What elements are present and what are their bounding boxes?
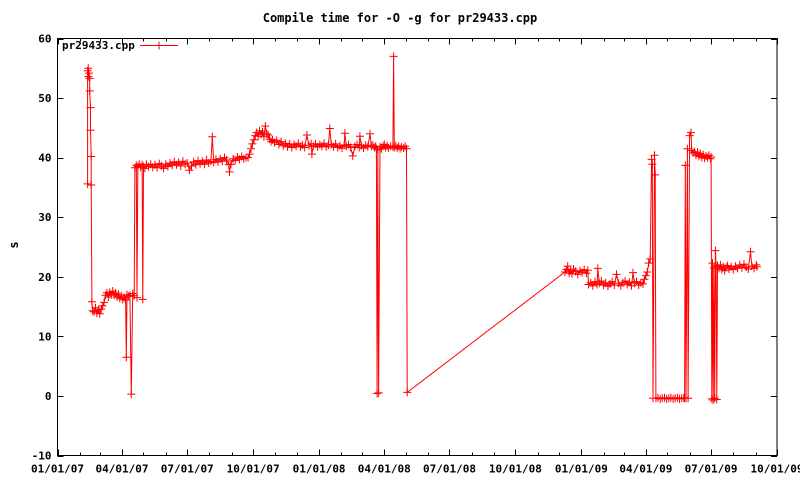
chart-title: Compile time for -O -g for pr29433.cpp	[262, 11, 538, 25]
legend-label: pr29433.cpp	[62, 39, 135, 52]
x-tick-label: 04/01/07	[96, 463, 149, 476]
x-axis-minor-ticks	[80, 38, 757, 456]
y-tick-label: -10	[32, 450, 52, 463]
legend-sample-line	[140, 41, 178, 50]
x-tick-label: 10/01/09	[751, 463, 800, 476]
y-tick-label: 40	[38, 152, 51, 165]
x-tick-label: 10/01/07	[227, 463, 280, 476]
y-tick-label: 20	[38, 271, 51, 284]
x-axis-major-ticks	[58, 38, 778, 456]
y-tick-label: 10	[38, 330, 51, 343]
y-tick-label: 60	[38, 33, 51, 46]
plot-border	[57, 38, 778, 456]
series-line	[87, 56, 758, 401]
x-tick-label: 07/01/08	[423, 463, 476, 476]
x-tick-label: 04/01/08	[358, 463, 411, 476]
x-tick-label: 04/01/09	[619, 463, 672, 476]
x-tick-label: 01/01/09	[555, 463, 608, 476]
y-tick-label: 30	[38, 211, 51, 224]
x-tick-label: 01/01/07	[31, 463, 84, 476]
y-tick-label: 50	[38, 92, 51, 105]
y-tick-label: 0	[45, 390, 52, 403]
x-tick-label: 01/01/08	[293, 463, 346, 476]
series-markers	[83, 52, 761, 405]
x-tick-label: 07/01/09	[685, 463, 738, 476]
x-tick-label: 07/01/07	[161, 463, 214, 476]
y-axis-major-ticks	[57, 39, 777, 457]
x-tick-label: 10/01/08	[489, 463, 542, 476]
